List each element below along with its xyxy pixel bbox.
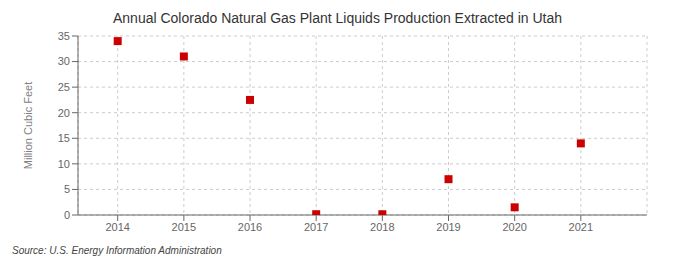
svg-text:5: 5 xyxy=(64,183,70,195)
svg-text:2016: 2016 xyxy=(238,221,262,233)
html-text:Annual Colorado Natural Gas Pl: Annual Colorado Natural Gas Plant Liquid… xyxy=(113,10,562,26)
svg-text:0: 0 xyxy=(64,209,70,221)
svg-text:15: 15 xyxy=(58,132,70,144)
html-text:Source: U.S. Energy Informatio: Source: U.S. Energy Information Administ… xyxy=(12,245,222,256)
svg-text:2017: 2017 xyxy=(304,221,328,233)
svg-text:25: 25 xyxy=(58,81,70,93)
svg-text:35: 35 xyxy=(58,30,70,42)
svg-text:2018: 2018 xyxy=(370,221,394,233)
svg-text:2020: 2020 xyxy=(502,221,526,233)
svg-text:10: 10 xyxy=(58,158,70,170)
svg-text:2014: 2014 xyxy=(105,221,129,233)
svg-text:2021: 2021 xyxy=(569,221,593,233)
svg-text:30: 30 xyxy=(58,55,70,67)
svg-text:2015: 2015 xyxy=(172,221,196,233)
svg-text:20: 20 xyxy=(58,107,70,119)
svg-text:2019: 2019 xyxy=(436,221,460,233)
svg-text:Million Cubic Feet: Million Cubic Feet xyxy=(22,82,34,169)
